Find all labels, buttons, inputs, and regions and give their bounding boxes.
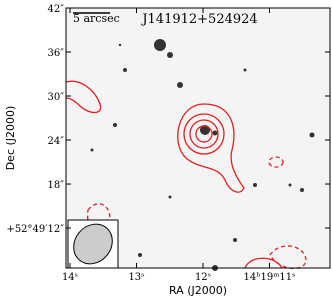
y-tick-label: +52°49′12″ xyxy=(6,224,64,235)
y-tick-label: 42″ xyxy=(48,4,65,15)
y-tick-label: 18″ xyxy=(48,180,65,191)
y-tick-label: 30″ xyxy=(48,92,65,103)
x-axis-label: RA (J2000) xyxy=(169,284,227,297)
beam xyxy=(73,223,113,265)
x-tick-label: 14ʰ19ᵐ11ˢ xyxy=(243,272,295,283)
x-tick-label: 12ˢ xyxy=(195,272,211,283)
x-tick-label: 13ˢ xyxy=(128,272,144,283)
chart-title: J141912+524924 xyxy=(140,12,257,27)
scale-label: 5 arcsec xyxy=(73,12,120,25)
x-tick-label: 14ˢ xyxy=(62,272,78,283)
frame xyxy=(65,7,331,269)
sources xyxy=(90,39,315,271)
y-tick-label: 24″ xyxy=(48,136,65,147)
y-axis-label: Dec (J2000) xyxy=(4,106,17,171)
y-tick-label: 36″ xyxy=(48,48,65,59)
